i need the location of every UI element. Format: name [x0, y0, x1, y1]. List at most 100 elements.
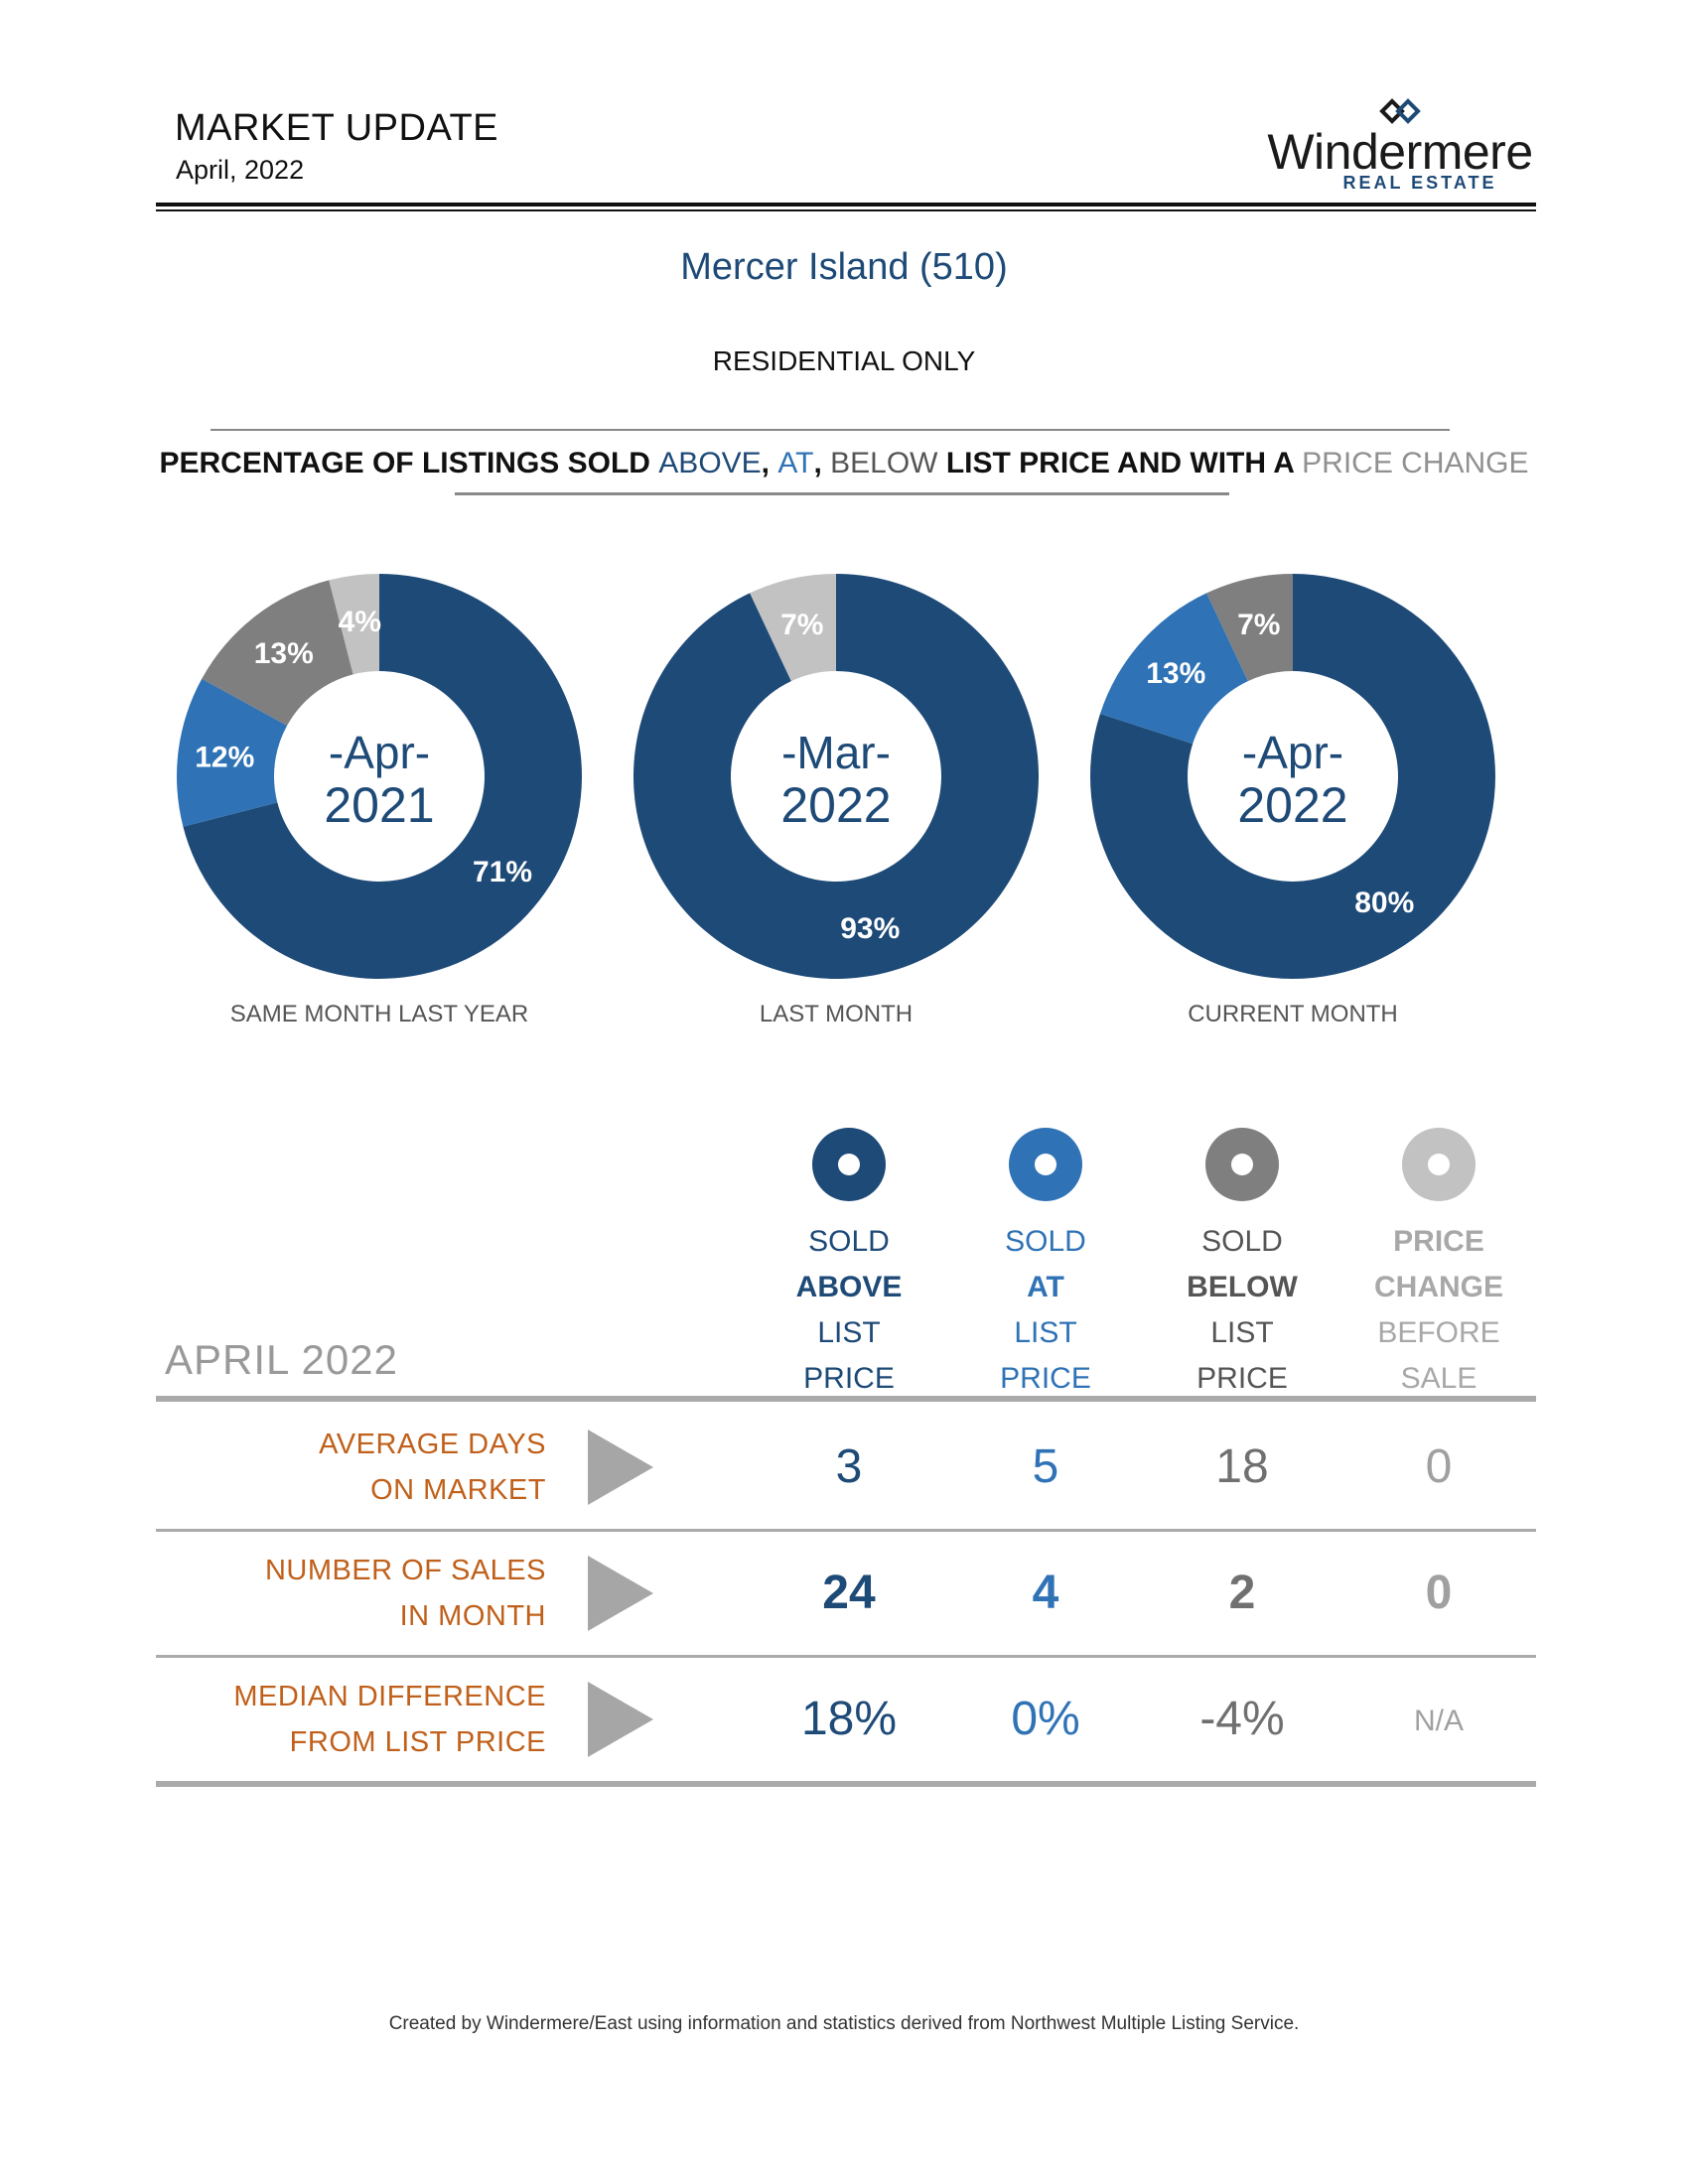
heading-sep2: , — [813, 447, 831, 479]
cell-sales-above: 24 — [822, 1567, 876, 1619]
report-title: MARKET UPDATE — [175, 107, 499, 149]
donut-label-last-year-below: 13% — [254, 637, 314, 670]
legend-change-line4: SALE — [1400, 1362, 1477, 1395]
legend-sold-below: SOLD BELOW LIST PRICE — [1163, 1128, 1322, 1402]
row-label-line2: FROM LIST PRICE — [289, 1726, 546, 1758]
legend-change-line2: CHANGE — [1373, 1271, 1503, 1303]
windermere-diamond-icon — [1379, 98, 1421, 124]
report-date: April, 2022 — [176, 155, 305, 185]
cell-avg-days-change: 0 — [1425, 1440, 1453, 1493]
legend-at-icon — [1009, 1128, 1082, 1201]
legend-below-line4: PRICE — [1196, 1362, 1288, 1395]
donut-slice-current-month-below — [1206, 574, 1293, 682]
donut-label-last-month-change: 7% — [780, 609, 823, 641]
chart-caption-last-month: LAST MONTH — [759, 1001, 914, 1027]
heading-part2: LIST PRICE AND WITH A — [937, 447, 1303, 479]
residential-label: RESIDENTIAL ONLY — [712, 345, 976, 376]
chart-caption-current-month: CURRENT MONTH — [1188, 1001, 1398, 1027]
chart-caption-last-year: SAME MONTH LAST YEAR — [229, 1001, 529, 1027]
donut-label-current-month-at: 13% — [1146, 657, 1205, 690]
donut-slice-last-month-above — [633, 574, 1039, 979]
heading-part1: PERCENTAGE OF LISTINGS SOLD — [159, 447, 659, 479]
row-label-line2: ON MARKET — [370, 1474, 546, 1506]
row-label-line1: MEDIAN DIFFERENCE — [233, 1681, 546, 1712]
donut-label-last-month-above: 93% — [840, 912, 900, 945]
legend-sold-at: SOLD AT LIST PRICE — [966, 1128, 1125, 1402]
cell-avg-days-above: 3 — [835, 1440, 863, 1493]
donut-label-last-year-change: 4% — [339, 606, 381, 638]
header-rule-secondary — [156, 209, 1536, 211]
legend-at-line3: LIST — [1014, 1316, 1077, 1349]
cell-median-above: 18% — [800, 1693, 898, 1745]
donut-label-last-year-at: 12% — [195, 741, 254, 773]
donut-center-year-current-month: 2022 — [1237, 777, 1347, 833]
donut-slice-last-year-above — [183, 574, 582, 979]
legend-above-line3: LIST — [817, 1316, 881, 1349]
cell-sales-change: 0 — [1425, 1567, 1453, 1619]
windermere-logo: Windermere REAL ESTATE — [1261, 95, 1539, 199]
table-row-divider — [156, 1529, 1536, 1532]
donut-slice-last-year-at — [177, 678, 288, 827]
row-label-line1: AVERAGE DAYS — [319, 1429, 546, 1460]
row-label-median-diff: MEDIAN DIFFERENCE FROM LIST PRICE — [179, 1674, 546, 1765]
legend-below-line3: LIST — [1210, 1316, 1274, 1349]
heading-change: PRICE CHANGE — [1302, 447, 1529, 479]
heading-above: ABOVE — [658, 447, 762, 479]
section-heading: PERCENTAGE OF LISTINGS SOLD ABOVE, AT, B… — [0, 447, 1688, 480]
row-arrow-icon — [588, 1430, 653, 1505]
donut-center-month-last-year: -Apr- — [329, 727, 430, 778]
donut-label-current-month-below: 7% — [1237, 609, 1280, 641]
legend-at-line4: PRICE — [1000, 1362, 1091, 1395]
logo-subtitle: REAL ESTATE — [1342, 173, 1497, 193]
legend-above-line4: PRICE — [803, 1362, 895, 1395]
legend-sold-above: SOLD ABOVE LIST PRICE — [770, 1128, 928, 1402]
legend-below-line1: SOLD — [1201, 1225, 1283, 1258]
row-label-avg-days: AVERAGE DAYS ON MARKET — [179, 1422, 546, 1513]
heading-at: AT — [777, 447, 814, 479]
legend-at-line2: AT — [1027, 1271, 1064, 1303]
logo-wordmark: Windermere — [1267, 124, 1533, 180]
heading-sep1: , — [761, 447, 778, 479]
footer-note: Created by Windermere/East using informa… — [388, 2013, 1300, 2034]
heading-below: BELOW — [830, 447, 938, 479]
cell-median-below: -4% — [1199, 1693, 1285, 1745]
cell-sales-at: 4 — [1032, 1567, 1059, 1619]
cell-sales-below: 2 — [1228, 1567, 1256, 1619]
donut-slice-last-year-below — [202, 580, 353, 726]
cell-avg-days-below: 18 — [1215, 1440, 1269, 1493]
table-month-label: APRIL 2022 — [165, 1336, 398, 1383]
donut-center-month-current-month: -Apr- — [1242, 727, 1343, 778]
legend-below-icon — [1205, 1128, 1279, 1201]
donut-slice-last-month-change — [750, 574, 836, 682]
area-title: Mercer Island (510) — [680, 246, 1008, 288]
legend-price-change: PRICE CHANGE BEFORE SALE — [1359, 1128, 1518, 1402]
legend-change-icon — [1402, 1128, 1476, 1201]
row-label-line1: NUMBER OF SALES — [264, 1555, 546, 1586]
donut-slice-current-month-above — [1090, 574, 1495, 979]
legend-above-icon — [812, 1128, 886, 1201]
donut-label-last-year-above: 71% — [473, 856, 532, 888]
section-rule-top — [211, 429, 1450, 431]
row-label-line2: IN MONTH — [399, 1600, 546, 1632]
legend-at-line1: SOLD — [1005, 1225, 1086, 1258]
legend-change-line1: PRICE — [1393, 1225, 1484, 1258]
cell-avg-days-at: 5 — [1032, 1440, 1059, 1493]
row-label-number-sales: NUMBER OF SALES IN MONTH — [179, 1548, 546, 1639]
row-arrow-icon — [588, 1682, 653, 1757]
table-row-divider — [156, 1655, 1536, 1658]
legend-change-line3: BEFORE — [1377, 1316, 1500, 1349]
cell-median-change: N/A — [1413, 1705, 1464, 1737]
donut-charts: 71%12%13%4%-Apr-202193%7%-Mar-202280%13%… — [177, 574, 1495, 979]
table-rule-bottom — [156, 1781, 1536, 1787]
donut-center-month-last-month: -Mar- — [781, 727, 891, 778]
donut-center-year-last-month: 2022 — [780, 777, 891, 833]
cell-median-at: 0% — [1011, 1693, 1080, 1745]
legend-below-line2: BELOW — [1187, 1271, 1298, 1303]
donut-center-year-last-year: 2021 — [324, 777, 434, 833]
section-rule-bottom — [455, 492, 1229, 495]
header-rule — [156, 203, 1536, 206]
donut-slice-current-month-at — [1099, 593, 1248, 745]
row-arrow-icon — [588, 1556, 653, 1631]
donut-label-current-month-above: 80% — [1354, 887, 1414, 919]
legend-above-line2: ABOVE — [795, 1271, 903, 1303]
